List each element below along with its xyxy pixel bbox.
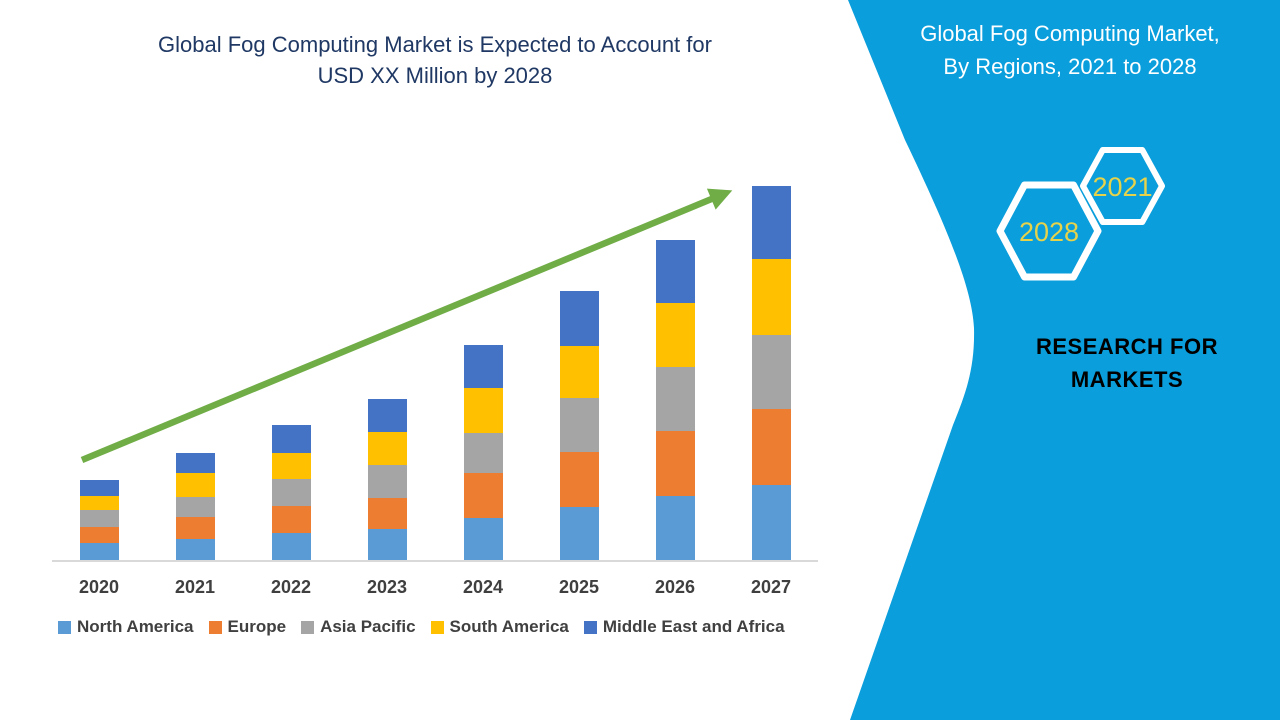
- chart-title: Global Fog Computing Market is Expected …: [75, 29, 795, 91]
- legend-swatch-north-america: [58, 620, 71, 634]
- panel-title-line2: By Regions, 2021 to 2028: [943, 54, 1197, 79]
- bar-segment-asia-pacific-2026: [655, 367, 695, 431]
- legend-swatch-middle-east-and-africa: [583, 620, 597, 634]
- legend-label-middle-east-and-africa: Middle East and Africa: [602, 617, 785, 636]
- x-axis-label-2022: 2022: [270, 577, 312, 597]
- bar-segment-north-america-2024: [463, 518, 503, 560]
- x-axis-label-2025: 2025: [558, 577, 600, 597]
- bar-segment-europe-2020: [79, 527, 119, 543]
- chart-title-line1: Global Fog Computing Market is Expected …: [158, 32, 712, 57]
- swoosh-shape: [848, 0, 1280, 720]
- bar-segment-south-america-2025: [559, 346, 599, 398]
- legend-item-north-america: North America: [58, 617, 194, 637]
- bar-segment-middle-east-and-africa-2027: [751, 186, 791, 259]
- bar-2022: [271, 425, 311, 560]
- bar-segment-asia-pacific-2024: [463, 433, 503, 473]
- bar-segment-middle-east-and-africa-2026: [655, 240, 695, 303]
- bar-segment-north-america-2027: [751, 485, 791, 560]
- x-axis-label-2023: 2023: [366, 577, 408, 597]
- hexagon-2028-label: 2028: [1019, 217, 1079, 247]
- legend-label-europe: Europe: [227, 617, 287, 636]
- legend-swatch-asia-pacific: [301, 620, 315, 634]
- legend-item-south-america: South America: [430, 617, 569, 637]
- hexagon-2021: [1080, 147, 1165, 225]
- legend-swatch-south-america: [430, 620, 444, 634]
- bar-segment-asia-pacific-2025: [559, 398, 599, 452]
- bar-segment-south-america-2026: [655, 303, 695, 367]
- legend-swatch-europe: [208, 620, 222, 634]
- bar-segment-europe-2022: [271, 506, 311, 533]
- bar-segment-south-america-2022: [271, 453, 311, 479]
- bar-segment-north-america-2025: [559, 507, 599, 560]
- bar-2025: [559, 291, 599, 560]
- bar-segment-middle-east-and-africa-2020: [79, 480, 119, 496]
- legend-item-asia-pacific: Asia Pacific: [301, 617, 416, 637]
- x-axis-label-2021: 2021: [174, 577, 216, 597]
- legend-label-south-america: South America: [449, 617, 569, 636]
- bar-segment-middle-east-and-africa-2024: [463, 345, 503, 388]
- brand-text-line2: MARKETS: [1070, 367, 1184, 392]
- bar-2021: [175, 453, 215, 560]
- bar-segment-asia-pacific-2020: [79, 510, 119, 527]
- bar-segment-europe-2026: [655, 431, 695, 496]
- bar-2023: [367, 399, 407, 560]
- bar-2027: [751, 186, 791, 560]
- bar-segment-middle-east-and-africa-2025: [559, 291, 599, 346]
- bar-segment-north-america-2023: [367, 529, 407, 560]
- bar-segment-europe-2025: [559, 452, 599, 507]
- bar-segment-asia-pacific-2022: [271, 479, 311, 506]
- x-axis-line: [52, 560, 818, 562]
- chart-legend: North America Europe Asia Pacific South Ame…: [58, 617, 785, 637]
- x-axis-label-2024: 2024: [462, 577, 504, 597]
- bar-segment-south-america-2021: [175, 473, 215, 497]
- bar-segment-middle-east-and-africa-2022: [271, 425, 311, 453]
- bar-segment-south-america-2020: [79, 496, 119, 510]
- bar-segment-south-america-2024: [463, 388, 503, 433]
- hexagon-2028: [996, 181, 1102, 281]
- bar-segment-north-america-2022: [271, 533, 311, 560]
- hexagon-2021-label: 2021: [1092, 172, 1152, 202]
- bar-2020: [79, 480, 119, 560]
- bar-segment-middle-east-and-africa-2023: [367, 399, 407, 432]
- bar-segment-north-america-2020: [79, 543, 119, 560]
- legend-item-middle-east-and-africa: Middle East and Africa: [583, 617, 785, 637]
- legend-label-asia-pacific: Asia Pacific: [320, 617, 416, 636]
- panel-title-line1: Global Fog Computing Market,: [920, 21, 1220, 46]
- bar-segment-south-america-2023: [367, 432, 407, 465]
- bar-segment-asia-pacific-2023: [367, 465, 407, 498]
- bar-segment-north-america-2026: [655, 496, 695, 560]
- bar-segment-europe-2021: [175, 517, 215, 539]
- bar-2024: [463, 345, 503, 560]
- bar-segment-south-america-2027: [751, 259, 791, 335]
- bar-segment-north-america-2021: [175, 539, 215, 560]
- legend-label-north-america: North America: [77, 617, 194, 636]
- legend-item-europe: Europe: [208, 617, 287, 637]
- year-hexagons: 2028 2021: [996, 147, 1165, 281]
- bar-segment-europe-2024: [463, 473, 503, 518]
- x-axis-label-2026: 2026: [654, 577, 696, 597]
- brand-text: RESEARCH FOR MARKETS: [1013, 330, 1241, 396]
- bar-segment-asia-pacific-2027: [751, 335, 791, 409]
- bar-segment-europe-2027: [751, 409, 791, 485]
- x-axis-label-2020: 2020: [78, 577, 120, 597]
- bar-segment-asia-pacific-2021: [175, 497, 215, 517]
- bar-2026: [655, 240, 695, 560]
- bar-segment-middle-east-and-africa-2021: [175, 453, 215, 473]
- stacked-bar-chart: 2020 2021 2022 2023 2024 2025 2026 2027 North A…: [52, 186, 818, 637]
- bar-segment-europe-2023: [367, 498, 407, 529]
- x-axis-label-2027: 2027: [750, 577, 792, 597]
- chart-title-line2: USD XX Million by 2028: [317, 63, 553, 88]
- brand-text-line1: RESEARCH FOR: [1035, 334, 1218, 359]
- panel-title: Global Fog Computing Market, By Regions,…: [872, 17, 1268, 83]
